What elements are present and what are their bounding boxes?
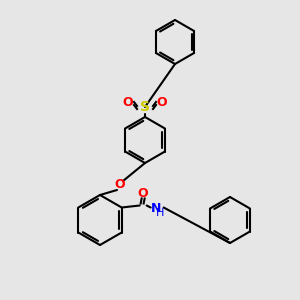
Text: O: O <box>123 97 133 110</box>
Text: H: H <box>155 208 164 218</box>
Text: O: O <box>115 178 125 191</box>
Text: N: N <box>151 202 161 215</box>
Text: O: O <box>137 187 148 200</box>
Text: O: O <box>157 97 167 110</box>
Text: S: S <box>140 100 150 114</box>
